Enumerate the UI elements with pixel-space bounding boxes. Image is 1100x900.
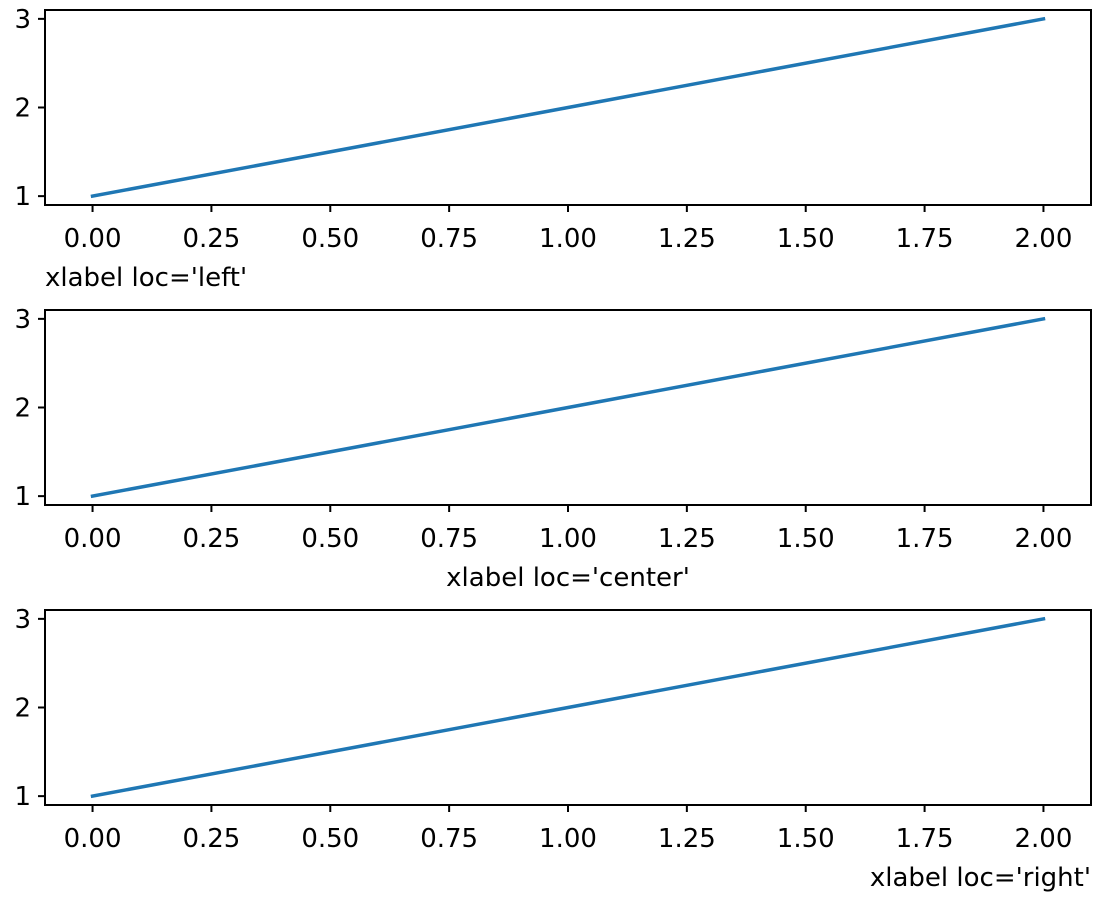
- x-tick-label: 1.75: [896, 224, 954, 254]
- x-axis-label: xlabel loc='center': [446, 563, 690, 593]
- x-tick-label: 1.00: [539, 824, 597, 854]
- x-tick-label: 2.00: [1015, 824, 1073, 854]
- y-tick-label: 2: [14, 94, 31, 124]
- y-tick-label: 1: [14, 482, 31, 512]
- x-tick-label: 1.75: [896, 824, 954, 854]
- x-tick-label: 1.75: [896, 524, 954, 554]
- x-tick-label: 2.00: [1015, 224, 1073, 254]
- x-tick-label: 1.50: [777, 524, 835, 554]
- series-line: [90, 616, 1046, 799]
- subplot-3: 0.00 0.25 0.50 0.75 1.00 1.25 1.50 1.75 2.00 1 2 3 x…: [14, 605, 1092, 893]
- x-tick-label: 1.00: [539, 524, 597, 554]
- x-tick-label: 0.00: [64, 224, 122, 254]
- subplot-1: 0.00 0.25 0.50 0.75 1.00 1.25 1.50 1.75 2.00 1 2 3 x…: [14, 5, 1092, 293]
- y-tick-label: 3: [14, 305, 31, 335]
- series-line: [90, 316, 1046, 499]
- y-tick-label: 2: [14, 694, 31, 724]
- y-tick-label: 3: [14, 605, 31, 635]
- x-tick-label: 0.75: [420, 824, 478, 854]
- x-axis-label: xlabel loc='right': [870, 863, 1091, 893]
- y-tick-label: 1: [14, 182, 31, 212]
- y-tick-label: 3: [14, 5, 31, 35]
- y-tick-label: 2: [14, 394, 31, 424]
- x-tick-label: 0.50: [301, 224, 359, 254]
- x-tick-label: 1.50: [777, 224, 835, 254]
- x-tick-label: 0.25: [182, 224, 240, 254]
- x-tick-label: 1.25: [658, 224, 716, 254]
- x-tick-label: 0.00: [64, 524, 122, 554]
- x-tick-label: 0.75: [420, 524, 478, 554]
- x-tick-label: 0.25: [182, 824, 240, 854]
- x-tick-label: 2.00: [1015, 524, 1073, 554]
- x-tick-label: 0.50: [301, 824, 359, 854]
- x-axis-label: xlabel loc='left': [45, 263, 247, 293]
- x-tick-label: 0.00: [64, 824, 122, 854]
- x-tick-label: 1.00: [539, 224, 597, 254]
- y-tick-label: 1: [14, 782, 31, 812]
- series-line: [90, 16, 1046, 199]
- x-tick-label: 0.25: [182, 524, 240, 554]
- x-tick-label: 0.50: [301, 524, 359, 554]
- subplot-2: 0.00 0.25 0.50 0.75 1.00 1.25 1.50 1.75 2.00 1 2 3 x…: [14, 305, 1092, 593]
- x-tick-label: 1.25: [658, 524, 716, 554]
- x-tick-label: 0.75: [420, 224, 478, 254]
- x-tick-label: 1.50: [777, 824, 835, 854]
- x-tick-label: 1.25: [658, 824, 716, 854]
